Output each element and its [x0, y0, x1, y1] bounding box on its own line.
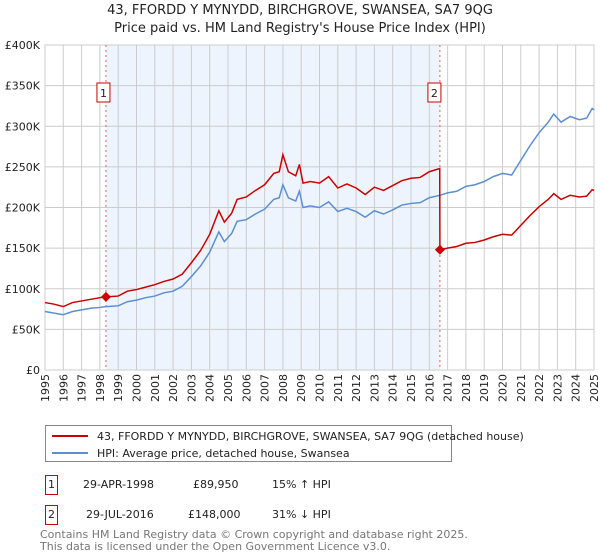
transaction-date: 29-JUL-2016: [86, 508, 154, 521]
x-tick-label: 1999: [112, 374, 125, 402]
chart-title: 43, FFORDD Y MYNYDD, BIRCHGROVE, SWANSEA…: [107, 3, 493, 18]
y-tick-label: £50K: [12, 323, 41, 336]
sale-point: [434, 244, 445, 255]
series-line-hpi: [44, 107, 595, 316]
sale-label-box: [427, 82, 442, 103]
transaction-hpi: 31% ↓ HPI: [272, 508, 331, 521]
x-tick-label: 1997: [76, 374, 89, 402]
marker-badge: 1: [45, 475, 58, 495]
footer-line: This data is licensed under the Open Gov…: [40, 540, 391, 553]
x-tick-label: 2000: [131, 374, 144, 402]
legend-swatch-red: [52, 435, 88, 437]
transaction-price: £89,950: [193, 478, 239, 491]
x-tick-label: 2003: [185, 374, 198, 402]
x-tick-label: 2006: [240, 374, 253, 402]
sale-point: [100, 291, 111, 302]
footer: Contains HM Land Registry data © Crown c…: [40, 529, 468, 553]
sale-label-box: [96, 82, 111, 103]
legend-label: HPI: Average price, detached house, Swan…: [97, 446, 350, 460]
transaction-row: 1 29-APR-1998 £89,950 15% ↑ HPI: [45, 475, 445, 495]
x-tick-label: 2021: [515, 374, 528, 402]
sale-label: 2: [431, 87, 438, 100]
chart-subtitle: Price paid vs. HM Land Registry's House …: [114, 21, 486, 36]
x-tick-label: 2002: [167, 374, 180, 402]
legend: 43, FFORDD Y MYNYDD, BIRCHGROVE, SWANSEA…: [45, 425, 524, 462]
y-tick-label: £250K: [5, 161, 41, 174]
marker-badge: 2: [45, 505, 58, 525]
transaction-price: £148,000: [188, 508, 241, 521]
x-tick-label: 2019: [478, 374, 491, 402]
y-tick-label: £0: [26, 364, 40, 377]
legend-label: 43, FFORDD Y MYNYDD, BIRCHGROVE, SWANSEA…: [97, 429, 524, 443]
x-tick-label: 2012: [350, 374, 363, 402]
transaction-row: 2 29-JUL-2016 £148,000 31% ↓ HPI: [45, 505, 445, 525]
y-tick-label: £150K: [5, 242, 41, 255]
x-tick-label: 1996: [57, 374, 70, 402]
series-line-property: [44, 151, 595, 308]
legend-swatch-blue: [52, 452, 88, 454]
x-tick-label: 2011: [332, 374, 345, 402]
x-tick-label: 2018: [460, 374, 473, 402]
x-tick-label: 1995: [39, 374, 52, 402]
x-tick-label: 2017: [442, 374, 455, 402]
y-tick-label: £400K: [5, 39, 41, 52]
x-tick-label: 2023: [551, 374, 564, 402]
x-tick-label: 2014: [387, 374, 400, 402]
legend-item-hpi: HPI: Average price, detached house, Swan…: [52, 445, 350, 461]
x-tick-label: 2013: [368, 374, 381, 402]
y-tick-label: £100K: [5, 283, 41, 296]
x-tick-label: 2020: [497, 374, 510, 402]
y-tick-label: £300K: [5, 120, 41, 133]
y-tick-label: £200K: [5, 202, 41, 215]
x-tick-label: 2022: [533, 374, 546, 402]
transaction-date: 29-APR-1998: [83, 478, 155, 491]
x-tick-label: 2025: [588, 374, 600, 402]
price-chart: 1995 1996 1997 1998 1999 2000 2001 2002 2003 2004…: [5, 39, 600, 402]
x-tick-label: 2015: [405, 374, 418, 402]
x-tick-label: 2007: [259, 374, 272, 402]
x-tick-label: 2005: [222, 374, 235, 402]
x-tick-label: 2009: [295, 374, 308, 402]
x-tick-label: 1998: [94, 374, 107, 402]
x-tick-label: 2008: [277, 374, 290, 402]
x-tick-label: 2024: [570, 374, 583, 402]
x-tick-label: 2016: [423, 374, 436, 402]
y-tick-label: £350K: [5, 80, 41, 93]
sale-label: 1: [100, 87, 107, 100]
transaction-hpi: 15% ↑ HPI: [272, 478, 331, 491]
x-tick-label: 2004: [204, 374, 217, 402]
footer-line: Contains HM Land Registry data © Crown c…: [40, 528, 468, 541]
plot-border: [44, 44, 595, 371]
x-tick-label: 2010: [314, 374, 327, 402]
legend-item-property: 43, FFORDD Y MYNYDD, BIRCHGROVE, SWANSEA…: [52, 428, 524, 444]
x-tick-label: 2001: [149, 374, 162, 402]
